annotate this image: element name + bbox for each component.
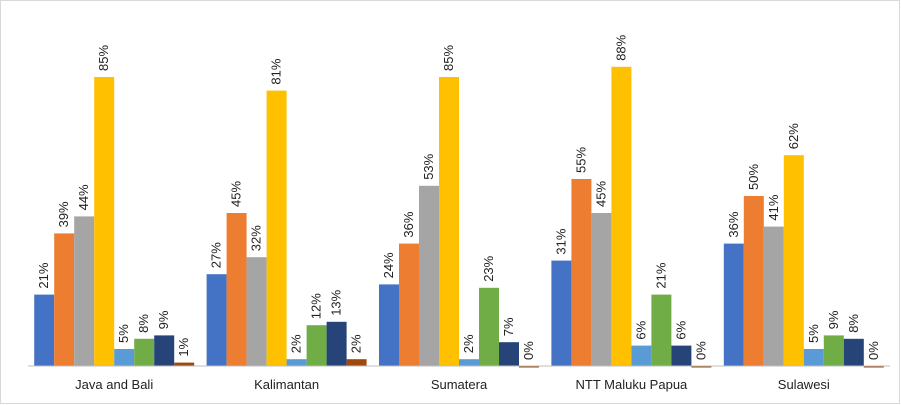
bar	[743, 196, 764, 366]
bar	[346, 359, 367, 366]
bar	[519, 366, 539, 368]
x-tick-label: Kalimantan	[254, 377, 319, 392]
bar	[246, 257, 267, 366]
data-label: 9%	[826, 310, 841, 329]
bar	[651, 294, 672, 366]
data-label: 1%	[176, 337, 191, 356]
data-label: 13%	[329, 289, 344, 315]
data-label: 27%	[209, 242, 224, 268]
bar	[499, 342, 519, 366]
bar	[803, 349, 824, 366]
data-label: 2%	[461, 334, 476, 353]
bar	[723, 243, 744, 366]
data-label: 0%	[521, 341, 536, 360]
x-tick-label: Sulawesi	[778, 377, 830, 392]
data-label: 9%	[156, 310, 171, 329]
bar	[34, 294, 55, 366]
bar	[823, 335, 844, 366]
bar	[134, 338, 155, 366]
bar	[763, 226, 784, 366]
bar	[419, 185, 439, 366]
bar	[326, 321, 347, 366]
data-label: 88%	[613, 34, 628, 60]
data-label: 32%	[249, 225, 264, 251]
data-label: 23%	[481, 255, 496, 281]
data-label: 36%	[726, 211, 741, 237]
data-label: 5%	[116, 324, 131, 343]
bar	[154, 335, 175, 366]
data-label: 6%	[673, 320, 688, 339]
bar	[551, 260, 572, 366]
data-label: 6%	[633, 320, 648, 339]
bar	[266, 90, 287, 366]
bar	[226, 213, 247, 366]
data-label: 45%	[593, 181, 608, 207]
data-label: 21%	[653, 262, 668, 288]
bar	[611, 66, 632, 367]
data-label: 85%	[96, 45, 111, 71]
data-label: 85%	[441, 45, 456, 71]
data-label: 41%	[766, 194, 781, 220]
bar	[114, 349, 135, 366]
data-label: 24%	[381, 252, 396, 278]
bar	[479, 287, 499, 366]
bar	[439, 77, 459, 366]
data-label: 45%	[229, 181, 244, 207]
bar	[863, 366, 884, 368]
data-label: 5%	[806, 324, 821, 343]
bar	[591, 213, 612, 366]
bar	[783, 155, 804, 366]
bar	[94, 77, 115, 366]
data-label: 2%	[349, 334, 364, 353]
bar	[843, 338, 864, 366]
data-label: 8%	[136, 314, 151, 333]
bar	[691, 366, 712, 368]
bar	[399, 243, 419, 366]
bar	[54, 233, 75, 366]
data-label: 21%	[36, 262, 51, 288]
data-label: 36%	[401, 211, 416, 237]
data-label: 31%	[553, 228, 568, 254]
data-label: 81%	[269, 58, 284, 84]
data-label: 50%	[746, 164, 761, 190]
bar	[206, 274, 227, 366]
bar	[571, 179, 592, 366]
x-tick-label: NTT Maluku Papua	[576, 377, 689, 392]
data-label: 0%	[866, 341, 881, 360]
data-label: 0%	[693, 341, 708, 360]
x-tick-label: Sumatera	[431, 377, 488, 392]
bar	[671, 345, 692, 366]
bar	[286, 359, 307, 366]
bar	[74, 216, 95, 366]
data-label: 44%	[76, 184, 91, 210]
data-label: 55%	[573, 147, 588, 173]
data-label: 62%	[786, 123, 801, 149]
data-label: 53%	[421, 153, 436, 179]
data-label: 39%	[56, 201, 71, 227]
data-label: 7%	[501, 317, 516, 336]
bar	[459, 359, 479, 366]
bar	[631, 345, 652, 366]
data-label: 2%	[289, 334, 304, 353]
bar	[379, 284, 399, 366]
data-label: 8%	[846, 314, 861, 333]
bar	[174, 362, 195, 366]
data-label: 12%	[309, 293, 324, 319]
bar	[306, 325, 327, 366]
x-tick-label: Java and Bali	[75, 377, 153, 392]
